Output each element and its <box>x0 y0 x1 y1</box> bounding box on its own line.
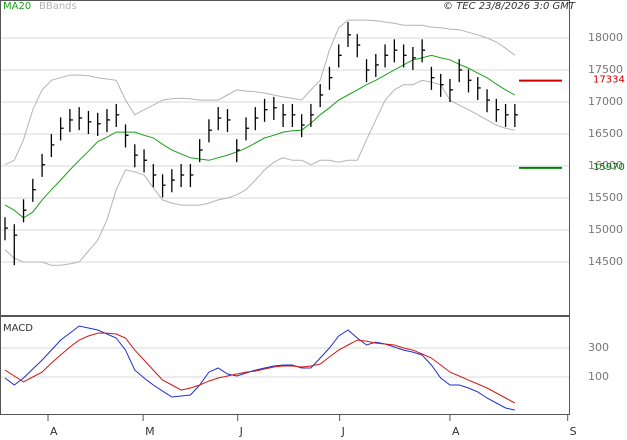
source: © TEC 23/8/2026 3:0 GMT <box>443 1 576 12</box>
y-tick-label: 100 <box>588 370 609 383</box>
level-label: 17334 <box>593 75 625 86</box>
y-tick-label: 16500 <box>588 127 623 140</box>
macd-panel <box>0 316 570 415</box>
y-tick-label: 17000 <box>588 95 623 108</box>
y-tick-label: 300 <box>588 341 609 354</box>
x-tick-label: A <box>50 425 58 438</box>
macd-title: MACD <box>3 323 33 334</box>
x-tick-label: S <box>570 425 577 438</box>
y-tick-label: 16000 <box>588 159 623 172</box>
series-line <box>4 19 516 166</box>
price-panel <box>0 0 570 316</box>
y-tick-label: 14500 <box>588 255 623 268</box>
x-tick-label: A <box>452 425 460 438</box>
band-lower <box>4 79 515 266</box>
y-tick-label: 15500 <box>588 191 623 204</box>
y-tick-label: 15000 <box>588 223 623 236</box>
y-tick-label: 17500 <box>588 63 623 76</box>
series-line <box>4 332 516 404</box>
x-tick-label: M <box>145 425 155 438</box>
legend-label: BBands <box>39 1 77 12</box>
series-line <box>4 325 515 411</box>
x-tick-label: J <box>341 425 345 438</box>
series-line <box>4 54 516 219</box>
x-tick-label: J <box>239 425 243 438</box>
legend-label: MA20 <box>3 1 31 12</box>
level-label: 15970 <box>593 162 625 173</box>
y-tick-label: 18000 <box>588 31 623 44</box>
